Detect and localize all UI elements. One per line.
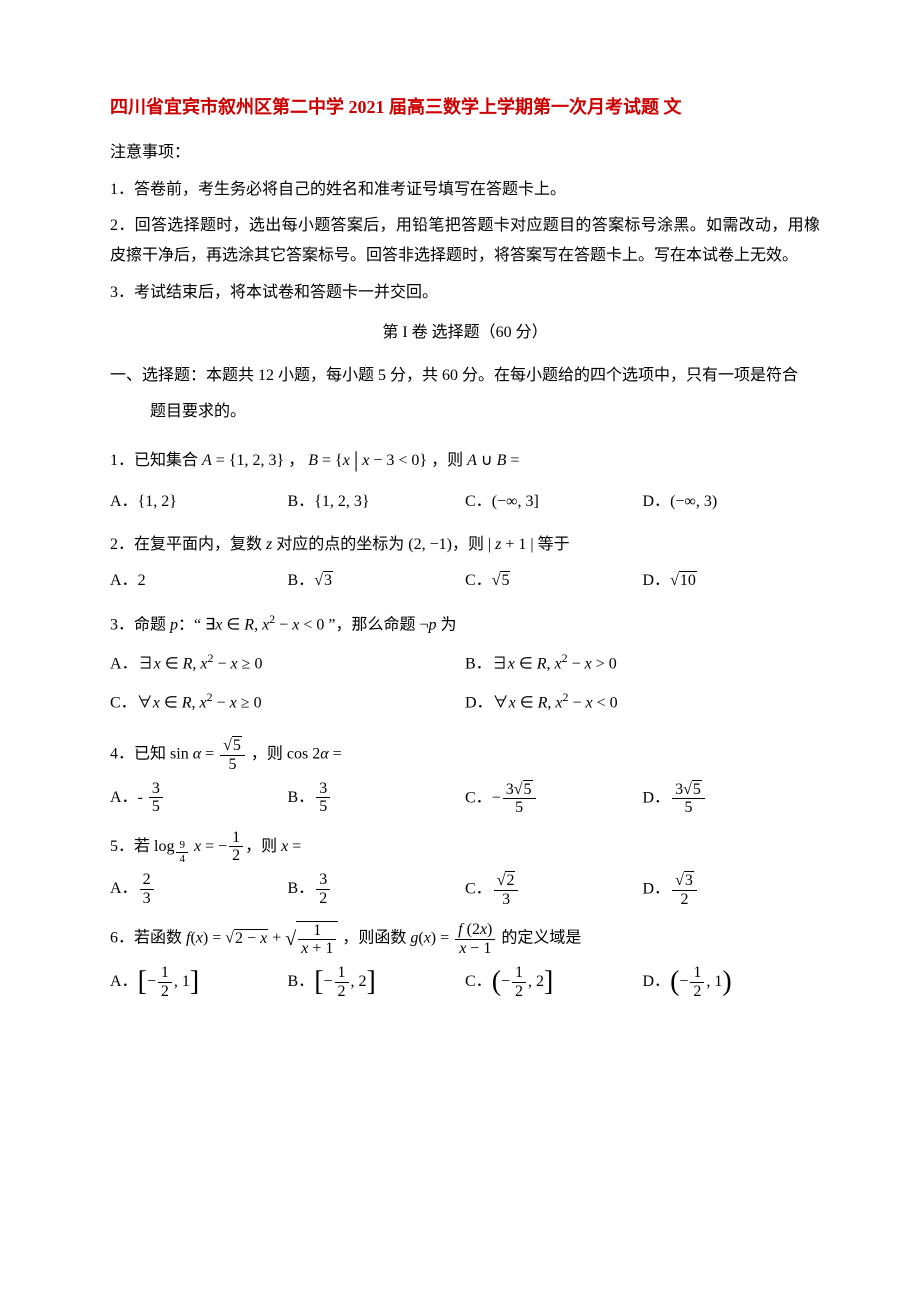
q5-optC: C．√23 — [465, 871, 643, 908]
q6-optA: A．[−12, 1] — [110, 964, 288, 1000]
question-2: 2．在复平面内，复数 z 对应的点的坐标为 (2, −1)，则 | z + 1 … — [110, 530, 820, 560]
q1-optA: A．{1, 2} — [110, 487, 288, 517]
q1-options: A．{1, 2} B．{1, 2, 3} C．(−∞, 3] D．(−∞, 3) — [110, 487, 820, 517]
q6-options: A．[−12, 1] B．[−12, 2] C．(−12, 2] D．(−12,… — [110, 964, 820, 1000]
notice-line: 1．答卷前，考生务必将自己的姓名和准考证号填写在答题卡上。 — [110, 175, 820, 205]
notice-line: 2．回答选择题时，选出每小题答案后，用铅笔把答题卡对应题目的答案标号涂黑。如需改… — [110, 211, 820, 272]
q4-optB: B．35 — [288, 780, 466, 817]
q3-optA: A．∃x ∈ R, x2 − x ≥ 0 — [110, 647, 465, 680]
q3-options: A．∃x ∈ R, x2 − x ≥ 0 B．∃x ∈ R, x2 − x > … — [110, 647, 820, 724]
notice-heading: 注意事项： — [110, 138, 820, 168]
q1-lead: 1．已知集合 — [110, 452, 202, 469]
q2-optD: D．√10 — [643, 566, 821, 596]
q4-options: A．- 35 B．35 C．−3√55 D．3√55 — [110, 780, 820, 817]
question-6: 6．若函数 f(x) = √2 − x + √1x + 1 ，则函数 g(x) … — [110, 920, 820, 958]
q3-optB: B．∃x ∈ R, x2 − x > 0 — [465, 647, 820, 680]
q2-optC: C．√5 — [465, 566, 643, 596]
q4-optC: C．−3√55 — [465, 780, 643, 817]
q2-optB: B．√3 — [288, 566, 466, 596]
section-instruction: 一、选择题：本题共 12 小题，每小题 5 分，共 60 分。在每小题给的四个选… — [110, 361, 820, 391]
q3-optD: D．∀x ∈ R, x2 − x < 0 — [465, 686, 820, 719]
q1-optD: D．(−∞, 3) — [643, 487, 821, 517]
q4-optA: A．- 35 — [110, 780, 288, 817]
question-5: 5．若 log94 x = −12，则 x = — [110, 829, 820, 865]
q5-optB: B．32 — [288, 871, 466, 908]
page-title: 四川省宜宾市叙州区第二中学 2021 届高三数学上学期第一次月考试题 文 — [110, 90, 820, 124]
notice-line: 3．考试结束后，将本试卷和答题卡一并交回。 — [110, 278, 820, 308]
question-1: 1．已知集合 A = {1, 2, 3} ， B = {x | x − 3 < … — [110, 439, 820, 481]
q5-optD: D．√32 — [643, 871, 821, 908]
q4-optD: D．3√55 — [643, 780, 821, 817]
question-3: 3．命题 p：“ ∃x ∈ R, x2 − x < 0 ”，那么命题 ¬p 为 — [110, 608, 820, 641]
q2-options: A．2 B．√3 C．√5 D．√10 — [110, 566, 820, 596]
q1-setA: A — [202, 452, 212, 469]
q1-optB: B．{1, 2, 3} — [288, 487, 466, 517]
question-4: 4．已知 sin α = √55 ，则 cos 2α = — [110, 736, 820, 773]
q1-optC: C．(−∞, 3] — [465, 487, 643, 517]
q1-setB: B — [308, 452, 318, 469]
q1-tail: ，则 — [431, 452, 467, 469]
section-instruction: 题目要求的。 — [110, 397, 820, 427]
q3-optC: C．∀x ∈ R, x2 − x ≥ 0 — [110, 686, 465, 719]
q6-optC: C．(−12, 2] — [465, 964, 643, 1000]
q5-optA: A．23 — [110, 871, 288, 908]
section-heading: 第 I 卷 选择题（60 分） — [110, 318, 820, 348]
q6-optB: B．[−12, 2] — [288, 964, 466, 1000]
q1-sep: ， — [288, 452, 308, 469]
q6-optD: D．(−12, 1) — [643, 964, 821, 1000]
q5-options: A．23 B．32 C．√23 D．√32 — [110, 871, 820, 908]
q2-optA: A．2 — [110, 566, 288, 596]
